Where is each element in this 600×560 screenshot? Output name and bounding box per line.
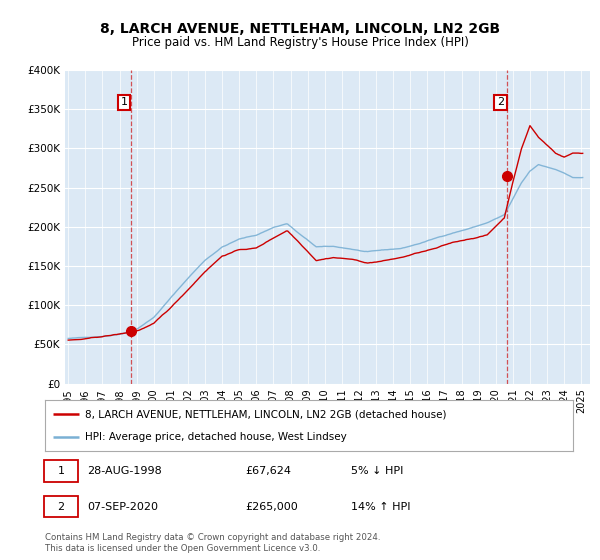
Text: HPI: Average price, detached house, West Lindsey: HPI: Average price, detached house, West… [85,432,346,442]
Text: £67,624: £67,624 [245,466,292,476]
Text: 8, LARCH AVENUE, NETTLEHAM, LINCOLN, LN2 2GB: 8, LARCH AVENUE, NETTLEHAM, LINCOLN, LN2… [100,22,500,36]
Text: £265,000: £265,000 [245,502,298,511]
Text: 2: 2 [497,97,504,108]
FancyBboxPatch shape [44,460,78,482]
Text: 28-AUG-1998: 28-AUG-1998 [87,466,162,476]
Text: 1: 1 [58,466,65,476]
Text: 8, LARCH AVENUE, NETTLEHAM, LINCOLN, LN2 2GB (detached house): 8, LARCH AVENUE, NETTLEHAM, LINCOLN, LN2… [85,409,446,419]
Text: 5% ↓ HPI: 5% ↓ HPI [351,466,404,476]
Text: 07-SEP-2020: 07-SEP-2020 [87,502,158,511]
Text: 14% ↑ HPI: 14% ↑ HPI [351,502,411,511]
Text: 2: 2 [58,502,65,511]
FancyBboxPatch shape [44,496,78,517]
Text: 1: 1 [121,97,127,108]
Text: Contains HM Land Registry data © Crown copyright and database right 2024.
This d: Contains HM Land Registry data © Crown c… [45,533,380,553]
Text: Price paid vs. HM Land Registry's House Price Index (HPI): Price paid vs. HM Land Registry's House … [131,36,469,49]
